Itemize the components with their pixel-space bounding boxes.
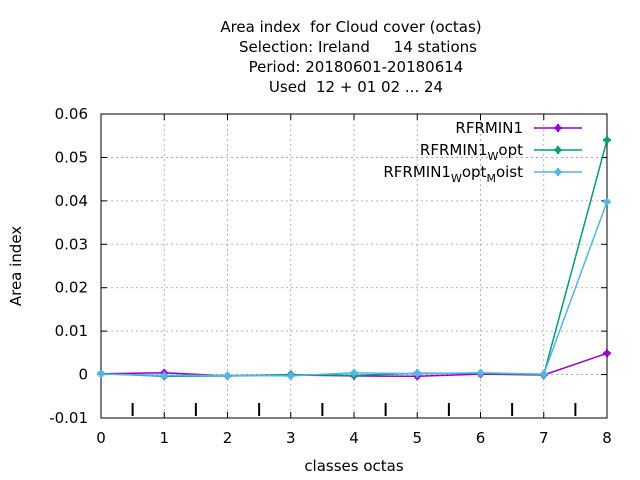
data-point <box>225 372 230 378</box>
legend-label-part: opt <box>462 163 487 181</box>
y-tick-label: 0.03 <box>55 235 88 253</box>
legend-label: RFRMIN1Wopt <box>420 141 523 163</box>
legend-label-main: RFRMIN1 <box>383 163 451 181</box>
legend-label: RFRMIN1 <box>455 119 523 137</box>
x-tick-label: 2 <box>223 429 233 447</box>
x-tick-label: 0 <box>96 429 106 447</box>
x-tick-label: 5 <box>412 429 422 447</box>
half-class-ticks <box>131 403 577 416</box>
x-tick-label: 1 <box>159 429 169 447</box>
data-point <box>414 371 420 377</box>
data-point <box>604 199 610 205</box>
series-lines <box>97 136 611 381</box>
x-tick-label: 6 <box>476 429 486 447</box>
chart-title-line: Selection: Ireland 14 stations <box>239 38 477 56</box>
y-tick-label: 0.05 <box>55 148 88 166</box>
y-axis-label: Area index <box>7 226 25 306</box>
legend-label-subscript: W <box>451 172 462 185</box>
data-point <box>555 125 561 131</box>
y-axis-ticks: -0.01 0 0.01 0.02 0.03 0.04 0.05 0.06 <box>49 105 607 427</box>
x-tick-label: 7 <box>539 429 549 447</box>
x-tick-label: 8 <box>602 429 612 447</box>
data-point <box>555 169 561 175</box>
data-point <box>161 372 167 378</box>
data-point <box>555 147 561 153</box>
data-point <box>98 371 104 377</box>
legend-entry: RFRMIN1 <box>455 119 582 137</box>
y-tick-label: 0.04 <box>55 192 88 210</box>
legend-label-main: RFRMIN1 <box>420 141 488 159</box>
data-point <box>478 370 483 376</box>
data-point <box>541 371 547 377</box>
legend-label-subscript: M <box>486 172 496 185</box>
legend-label: RFRMIN1WoptMoist <box>383 163 523 185</box>
x-axis-label: classes octas <box>304 457 404 475</box>
legend-entry: RFRMIN1Wopt <box>420 141 582 163</box>
x-axis-ticks: 0 1 2 3 4 5 6 7 8 <box>96 114 612 447</box>
x-tick-label: 4 <box>349 429 359 447</box>
legend-label-main: RFRMIN1 <box>455 119 523 137</box>
series-2 <box>97 197 611 380</box>
y-tick-label: 0.02 <box>55 279 88 297</box>
data-point <box>351 370 357 376</box>
y-tick-label: 0.01 <box>55 322 88 340</box>
data-point <box>604 137 610 143</box>
legend-entry: RFRMIN1WoptMoist <box>383 163 582 185</box>
data-point <box>604 350 610 356</box>
series-1 <box>97 136 611 381</box>
legend-label-part: oist <box>496 163 523 181</box>
x-tick-label: 3 <box>286 429 296 447</box>
chart-title-line: Area index for Cloud cover (octas) <box>220 18 481 36</box>
legend-label-part: opt <box>498 141 523 159</box>
data-point <box>288 373 294 379</box>
chart-title-line: Period: 20180601-20180614 <box>249 58 464 76</box>
chart-title-line: Used 12 + 01 02 ... 24 <box>269 78 443 96</box>
chart-title: Area index for Cloud cover (octas) Select… <box>220 18 481 96</box>
legend-label-subscript: W <box>488 150 499 163</box>
y-tick-label: 0.06 <box>55 105 88 123</box>
y-tick-label: 0 <box>78 366 88 384</box>
y-tick-label: -0.01 <box>49 409 88 427</box>
